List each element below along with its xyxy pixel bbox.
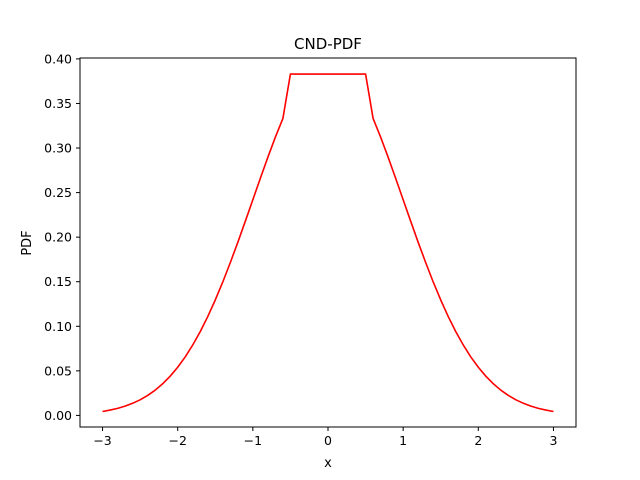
series-line-0 — [102, 73, 554, 413]
x-tick-label: −1 — [244, 433, 262, 448]
x-tick-label: 3 — [549, 433, 557, 448]
y-tick-label: 0.35 — [44, 96, 72, 111]
x-tick-label: 0 — [324, 433, 332, 448]
y-tick-label: 0.05 — [44, 363, 72, 378]
x-tick-label: −3 — [93, 433, 111, 448]
y-axis-title: PDF — [20, 230, 35, 255]
y-tick-label: 0.40 — [44, 51, 72, 66]
y-tick-label: 0.25 — [44, 185, 72, 200]
y-tick-label: 0.20 — [44, 230, 72, 245]
y-tick-label: 0.10 — [44, 319, 72, 334]
y-axis-ticks: 0.00 0.05 0.10 0.15 0.20 0.25 0.30 0.35 0.40 — [44, 51, 80, 423]
y-tick-label: 0.00 — [44, 408, 72, 423]
x-tick-label: −2 — [168, 433, 186, 448]
chart-title: CND-PDF — [294, 35, 362, 53]
y-tick-label: 0.30 — [44, 141, 72, 156]
x-axis-ticks: −3 −2 −1 0 1 2 3 — [93, 427, 557, 448]
x-tick-label: 2 — [474, 433, 482, 448]
x-tick-label: 1 — [399, 433, 407, 448]
x-axis-title: x — [324, 456, 332, 471]
y-tick-label: 0.15 — [44, 274, 72, 289]
